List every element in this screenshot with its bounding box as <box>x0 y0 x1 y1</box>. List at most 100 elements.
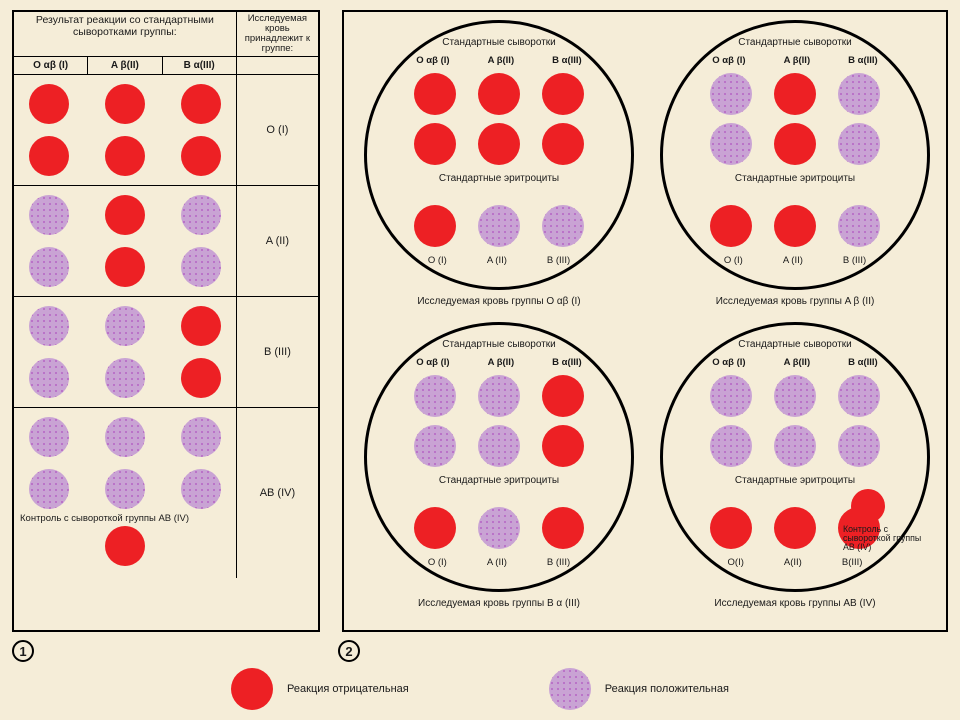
reaction-neg-icon <box>774 507 816 549</box>
reaction-neg-icon <box>414 123 456 165</box>
plate-title-sera: Стандартные сыворотки <box>663 37 927 48</box>
plate-col-label: O αβ (I) <box>712 55 745 66</box>
legend-neg-icon <box>231 668 273 710</box>
reaction-neg-icon <box>478 73 520 115</box>
reaction-pos-icon <box>838 375 880 417</box>
reaction-pos-icon <box>181 195 221 235</box>
plate-title-eryth: Стандартные эритроциты <box>367 173 631 184</box>
figure-number-1: 1 <box>12 640 34 662</box>
reaction-pos-icon <box>542 205 584 247</box>
plate-title-eryth: Стандартные эритроциты <box>367 475 631 486</box>
reaction-pos-icon <box>181 469 221 509</box>
plate-col-label: B α(III) <box>552 55 582 66</box>
reaction-neg-icon <box>542 507 584 549</box>
legend-neg: Реакция отрицательная <box>231 668 409 710</box>
reaction-pos-icon <box>181 247 221 287</box>
reaction-pos-icon <box>105 306 145 346</box>
reaction-pos-icon <box>29 247 69 287</box>
plate-title-eryth: Стандартные эритроциты <box>663 173 927 184</box>
reaction-pos-icon <box>838 123 880 165</box>
reaction-neg-icon <box>774 123 816 165</box>
legend-neg-label: Реакция отрицательная <box>287 683 409 695</box>
plate-title-sera: Стандартные сыворотки <box>663 339 927 350</box>
plate-title-eryth: Стандартные эритроциты <box>663 475 927 486</box>
reaction-neg-icon <box>414 507 456 549</box>
reaction-neg-icon <box>105 526 145 566</box>
plate-col-label: O αβ (I) <box>712 357 745 368</box>
plate-caption: Исследуемая кровь группы AB (IV) <box>650 598 940 609</box>
plate-col-label: O (I) <box>428 255 447 266</box>
legend-pos-icon <box>549 668 591 710</box>
reaction-neg-icon <box>542 425 584 467</box>
reaction-pos-icon <box>181 417 221 457</box>
plate: Стандартные сывороткиO αβ (I)A β(II)B α(… <box>354 20 644 307</box>
legend-pos-label: Реакция положительная <box>605 683 729 695</box>
reaction-neg-icon <box>29 136 69 176</box>
reaction-pos-icon <box>838 425 880 467</box>
reaction-pos-icon <box>710 375 752 417</box>
plate-title-sera: Стандартные сыворотки <box>367 339 631 350</box>
plate-col-label: O (I) <box>428 557 447 568</box>
plate-col-label: B α(III) <box>848 55 878 66</box>
reaction-neg-icon <box>105 195 145 235</box>
plate-caption: Исследуемая кровь группы O αβ (I) <box>354 296 644 307</box>
reaction-neg-icon <box>181 84 221 124</box>
reaction-neg-icon <box>29 84 69 124</box>
col-b: B α(III) <box>163 57 237 74</box>
left-header-sera: Результат реакции со стандартными сыворо… <box>14 12 237 56</box>
reaction-pos-icon <box>29 417 69 457</box>
result-label: AB (IV) <box>237 408 318 578</box>
plate-col-label: A (II) <box>487 255 507 266</box>
result-label: A (II) <box>237 186 318 296</box>
col-a: A β(II) <box>88 57 162 74</box>
legend-pos: Реакция положительная <box>549 668 729 710</box>
plate-col-label: O αβ (I) <box>416 55 449 66</box>
reaction-pos-icon <box>478 205 520 247</box>
plate-caption: Исследуемая кровь группы B α (III) <box>354 598 644 609</box>
left-rows: O (I)A (II)B (III)Контроль с сывороткой … <box>14 75 318 578</box>
control-label: Контроль с сывороткой группы AB (IV) <box>20 514 230 524</box>
plate: Стандартные сыворотки O αβ (I) A β(II) B α(… <box>650 20 940 307</box>
left-header: Результат реакции со стандартными сыворо… <box>14 12 318 57</box>
table-row: A (II) <box>14 186 318 297</box>
plate-col-label: O(I) <box>728 557 744 568</box>
reaction-pos-icon <box>710 425 752 467</box>
reaction-neg-icon <box>105 136 145 176</box>
reaction-neg-icon <box>181 306 221 346</box>
reaction-pos-icon <box>414 425 456 467</box>
plate-col-label: B α(III) <box>848 357 878 368</box>
reaction-neg-icon <box>851 489 885 523</box>
figure-number-2: 2 <box>338 640 360 662</box>
plate-col-label: O αβ (I) <box>416 357 449 368</box>
col-o: O αβ (I) <box>14 57 88 74</box>
result-label: O (I) <box>237 75 318 185</box>
reaction-pos-icon <box>710 123 752 165</box>
plate-col-label: A (II) <box>487 557 507 568</box>
reaction-pos-icon <box>105 417 145 457</box>
reaction-pos-icon <box>29 469 69 509</box>
reaction-pos-icon <box>29 358 69 398</box>
table-row: O (I) <box>14 75 318 186</box>
table-row: Контроль с сывороткой группы AB (IV) AB (… <box>14 408 318 578</box>
plates-container: Стандартные сыворотки O αβ (I) A β(II) B α(… <box>344 12 946 630</box>
plate-caption: Исследуемая кровь группы A β (II) <box>650 296 940 307</box>
plate-col-label: B (III) <box>843 255 866 266</box>
plate-col-label: B (III) <box>547 557 570 568</box>
plate-side-note: Контроль с сывороткой группы AB (IV) <box>843 489 931 553</box>
result-label: B (III) <box>237 297 318 407</box>
plate-col-label: A β(II) <box>488 357 515 368</box>
plate-col-label: A β(II) <box>784 55 811 66</box>
plate-col-label: A(II) <box>784 557 802 568</box>
reaction-neg-icon <box>105 247 145 287</box>
reaction-pos-icon <box>414 375 456 417</box>
table-row: B (III) <box>14 297 318 408</box>
left-column-headers: O αβ (I) A β(II) B α(III) <box>14 57 318 75</box>
reaction-neg-icon <box>710 205 752 247</box>
plate-title-sera: Стандартные сыворотки <box>367 37 631 48</box>
reaction-pos-icon <box>478 375 520 417</box>
plate: Стандартные сывороткиO αβ (I)A β(II)B α(… <box>354 322 644 609</box>
reaction-pos-icon <box>29 306 69 346</box>
reaction-neg-icon <box>414 73 456 115</box>
reaction-neg-icon <box>181 136 221 176</box>
reaction-pos-icon <box>105 469 145 509</box>
